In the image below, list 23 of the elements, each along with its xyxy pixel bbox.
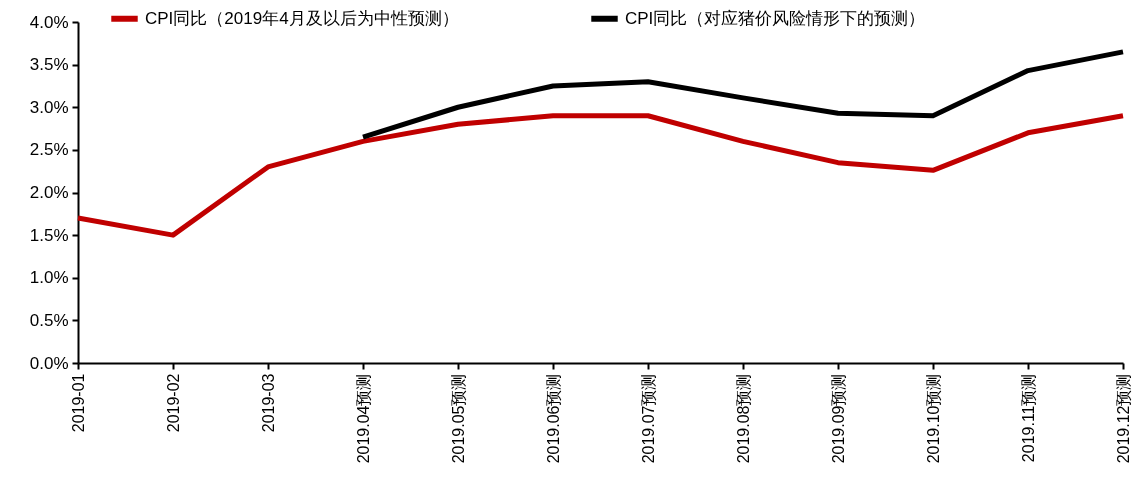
y-tick-label: 2.5%	[29, 140, 69, 160]
x-tick-label: 2019.09预测	[829, 373, 847, 464]
x-tick-label: 2019.05预测	[449, 373, 467, 464]
y-tick-label: 3.5%	[29, 55, 69, 75]
x-tick-label: 2019.12预测	[1114, 373, 1132, 464]
x-tick-label: 2019-02	[164, 373, 182, 433]
legend-label: CPI同比（2019年4月及以后为中性预测）	[145, 8, 459, 28]
y-tick-label: 2.0%	[29, 183, 69, 202]
y-tick-label: 1.5%	[29, 225, 69, 245]
x-tick-label: 2019.06预测	[544, 373, 562, 464]
x-tick-label: 2019.07预测	[639, 373, 657, 464]
x-tick-label: 2019.08预测	[734, 373, 752, 464]
x-tick-label: 2019.10预测	[924, 373, 942, 464]
legend-label: CPI同比（对应猪价风险情形下的预测）	[625, 8, 926, 28]
x-tick-label: 2019-01	[69, 373, 87, 433]
y-tick-label: 1.0%	[29, 268, 69, 288]
x-tick-label: 2019-03	[259, 373, 277, 433]
y-tick-label: 0.0%	[29, 353, 69, 373]
y-tick-label: 4.0%	[29, 12, 69, 32]
x-tick-label: 2019.04预测	[354, 373, 372, 464]
x-tick-label: 2019.11预测	[1019, 373, 1037, 463]
y-tick-label: 0.5%	[29, 310, 69, 330]
y-tick-label: 3.0%	[29, 97, 69, 117]
